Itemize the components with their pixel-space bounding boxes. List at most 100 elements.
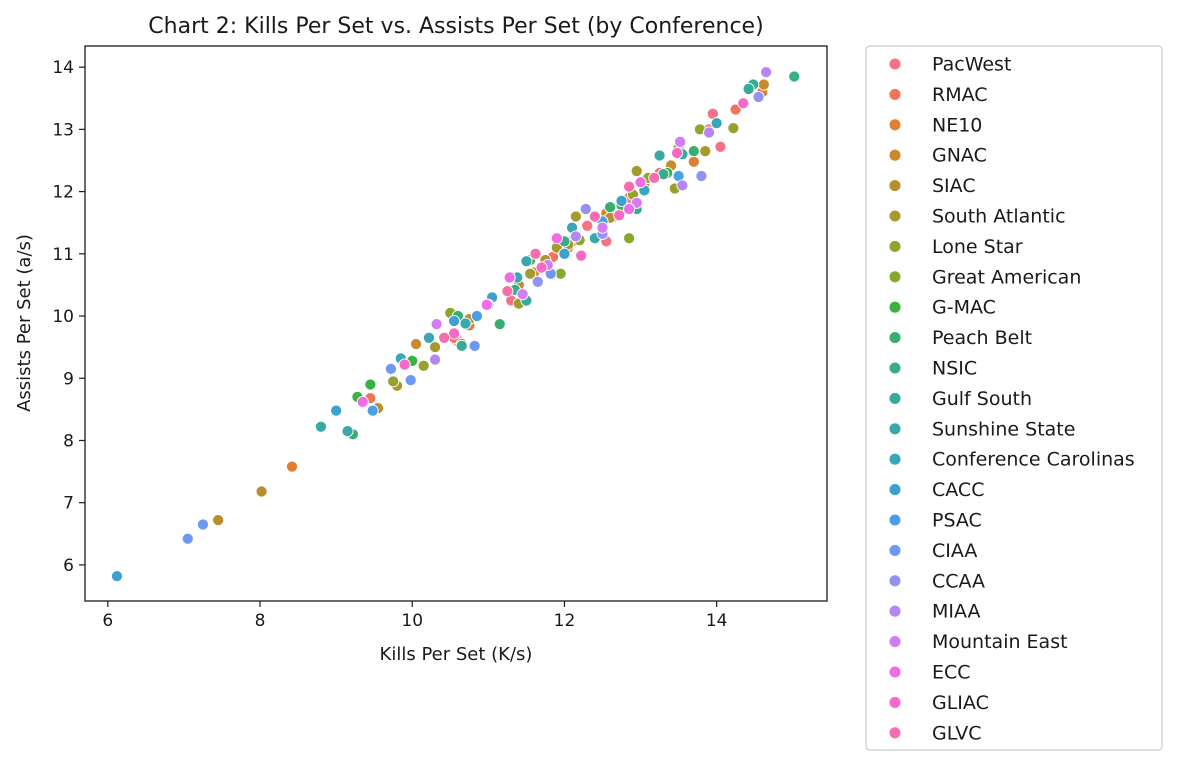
data-point — [702, 126, 716, 139]
legend-marker — [888, 57, 902, 71]
data-point — [255, 485, 268, 498]
legend-marker — [888, 391, 902, 405]
legend-marker — [888, 665, 902, 679]
data-point — [384, 362, 397, 375]
data-point — [387, 375, 400, 388]
data-point — [760, 66, 773, 79]
data-point — [429, 341, 442, 354]
y-axis: 6 7 8 9 10 11 12 13 14 — [52, 58, 85, 576]
legend-entry-label: PSAC — [932, 510, 982, 532]
data-point — [558, 247, 571, 260]
x-tick-label: 6 — [102, 611, 113, 631]
data-point — [623, 202, 636, 216]
data-point — [634, 176, 647, 189]
legend-marker — [888, 452, 902, 466]
data-point — [404, 374, 417, 387]
legend-entry-label: G-MAC — [932, 297, 996, 319]
y-tick-label: 10 — [52, 307, 74, 327]
data-point — [448, 327, 461, 340]
data-point — [459, 317, 472, 330]
x-tick-label: 12 — [554, 611, 576, 631]
legend-marker — [888, 209, 902, 223]
data-point — [550, 232, 563, 245]
y-tick-label: 13 — [52, 120, 74, 140]
legend-entry-label: CIAA — [932, 540, 977, 562]
data-point — [535, 261, 548, 274]
legend-entry-label: SIAC — [932, 175, 976, 197]
chart-title: Chart 2: Kills Per Set vs. Assists Per S… — [148, 14, 763, 39]
data-point — [737, 97, 750, 110]
data-point — [196, 518, 210, 531]
data-point — [687, 145, 700, 158]
y-tick-label: 6 — [63, 556, 74, 576]
data-point — [695, 169, 708, 183]
y-tick-label: 12 — [52, 183, 74, 203]
legend-marker — [888, 483, 902, 497]
data-point — [742, 82, 755, 95]
data-point — [529, 247, 542, 260]
data-point — [615, 194, 628, 207]
data-point — [470, 309, 483, 323]
data-point — [430, 318, 443, 331]
data-point — [569, 230, 582, 243]
data-point — [212, 514, 225, 527]
data-point — [752, 90, 765, 104]
legend-entry-label: NSIC — [932, 358, 977, 380]
legend-marker — [888, 331, 902, 345]
data-point — [516, 288, 529, 301]
legend-marker — [888, 361, 902, 375]
legend-entry-label: Mountain East — [932, 631, 1068, 653]
data-point — [438, 331, 451, 344]
data-point — [596, 221, 609, 234]
data-point — [588, 210, 601, 223]
legend-entry-label: RMAC — [932, 84, 988, 106]
data-point — [648, 171, 661, 184]
data-point — [699, 145, 712, 158]
legend-marker — [888, 574, 902, 588]
legend-entry-label: PacWest — [932, 54, 1011, 76]
data-point — [520, 255, 533, 268]
x-axis: 6 8 10 12 14 — [102, 601, 727, 631]
y-tick-label: 14 — [52, 58, 74, 78]
data-point — [468, 339, 481, 352]
x-tick-label: 8 — [255, 611, 266, 631]
data-point — [285, 460, 299, 473]
data-point — [687, 155, 700, 168]
legend-marker — [888, 300, 902, 314]
legend-entry-label: ECC — [932, 662, 971, 684]
legend-entry-label: GLVC — [932, 722, 982, 744]
legend-marker — [888, 604, 902, 618]
y-tick-label: 7 — [63, 494, 74, 514]
data-point — [480, 298, 493, 311]
legend-marker — [888, 422, 902, 436]
data-point — [613, 209, 626, 222]
data-point — [366, 404, 379, 417]
data-point — [714, 140, 727, 153]
y-tick-label: 8 — [63, 431, 74, 451]
legend-marker — [888, 118, 902, 132]
legend-frame — [865, 45, 1163, 751]
data-point — [501, 285, 514, 298]
legend-marker — [888, 726, 902, 740]
legend-entry-label: NE10 — [932, 114, 982, 136]
data-point — [531, 275, 544, 288]
data-point — [330, 404, 343, 417]
data-point — [341, 425, 354, 438]
y-tick-label: 9 — [63, 369, 74, 389]
data-point — [630, 165, 643, 178]
x-tick-label: 14 — [706, 611, 728, 631]
data-point — [314, 420, 327, 433]
legend-entry-label: CCAA — [932, 570, 985, 592]
data-point — [422, 331, 436, 344]
legend-entry-label: CACC — [932, 479, 984, 501]
data-point — [727, 122, 740, 135]
y-tick-label: 11 — [52, 245, 74, 265]
data-point — [579, 202, 592, 216]
legend-entry-label: GNAC — [932, 145, 987, 167]
y-axis-label: Assists Per Set (a/s) — [14, 234, 35, 412]
data-point — [710, 117, 723, 130]
legend-entry-label: South Atlantic — [932, 206, 1066, 228]
legend-marker — [888, 87, 902, 101]
data-point — [604, 201, 617, 214]
data-point — [581, 219, 594, 232]
